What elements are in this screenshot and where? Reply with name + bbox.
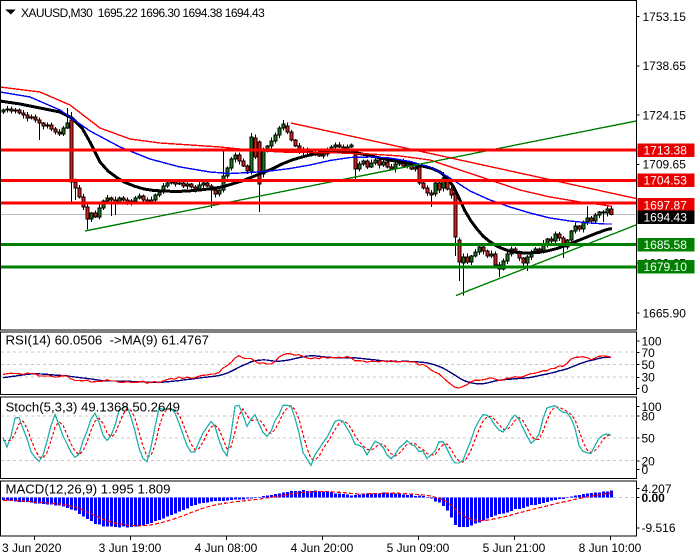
svg-text:Stoch(5,3,3) 49.1368 50.2649: Stoch(5,3,3) 49.1368 50.2649: [6, 400, 181, 415]
svg-text:4 Jun 08:00: 4 Jun 08:00: [195, 541, 258, 555]
svg-text:100: 100: [642, 334, 662, 348]
svg-text:1724.15: 1724.15: [643, 108, 687, 122]
svg-text:30: 30: [642, 371, 656, 385]
svg-text:1685.58: 1685.58: [644, 238, 688, 252]
svg-text:1709.65: 1709.65: [643, 158, 687, 172]
svg-text:1753.15: 1753.15: [643, 10, 687, 24]
svg-text:20: 20: [642, 454, 656, 468]
svg-text:-9.516: -9.516: [642, 521, 676, 535]
svg-text:5 Jun 21:00: 5 Jun 21:00: [483, 541, 546, 555]
svg-text:100: 100: [642, 400, 662, 414]
svg-text:1694.43: 1694.43: [644, 211, 688, 225]
svg-text:0.00: 0.00: [642, 491, 666, 505]
svg-text:0: 0: [642, 382, 649, 396]
svg-text:0: 0: [642, 463, 649, 477]
svg-text:1665.90: 1665.90: [643, 306, 687, 320]
svg-text:1738.65: 1738.65: [643, 59, 687, 73]
svg-text:50: 50: [642, 432, 656, 446]
svg-text:1697.87: 1697.87: [644, 198, 688, 212]
svg-text:3 Jun 19:00: 3 Jun 19:00: [99, 541, 162, 555]
svg-text:3 Jun 2020: 3 Jun 2020: [2, 541, 62, 555]
svg-text:70: 70: [642, 346, 656, 360]
svg-text:50: 50: [642, 358, 656, 372]
svg-text:4 Jun 20:00: 4 Jun 20:00: [291, 541, 354, 555]
svg-text:1704.53: 1704.53: [644, 174, 688, 188]
svg-text:5 Jun 09:00: 5 Jun 09:00: [387, 541, 450, 555]
svg-text:XAUUSD,M30 1695.22 1696.30 16: XAUUSD,M30 1695.22 1696.30 1694.38 1694.…: [21, 6, 265, 20]
svg-text:RSI(14) 60.0506 ->MA(9) 61.47: RSI(14) 60.0506 ->MA(9) 61.4767: [6, 333, 209, 348]
svg-text:80: 80: [642, 410, 656, 424]
svg-text:1713.38: 1713.38: [644, 144, 688, 158]
svg-text:1679.10: 1679.10: [644, 260, 688, 274]
svg-text:4.207: 4.207: [642, 482, 672, 496]
svg-text:8 Jun 10:00: 8 Jun 10:00: [579, 541, 642, 555]
svg-text:MACD(12,26,9) 1.995 1.809: MACD(12,26,9) 1.995 1.809: [6, 482, 171, 497]
